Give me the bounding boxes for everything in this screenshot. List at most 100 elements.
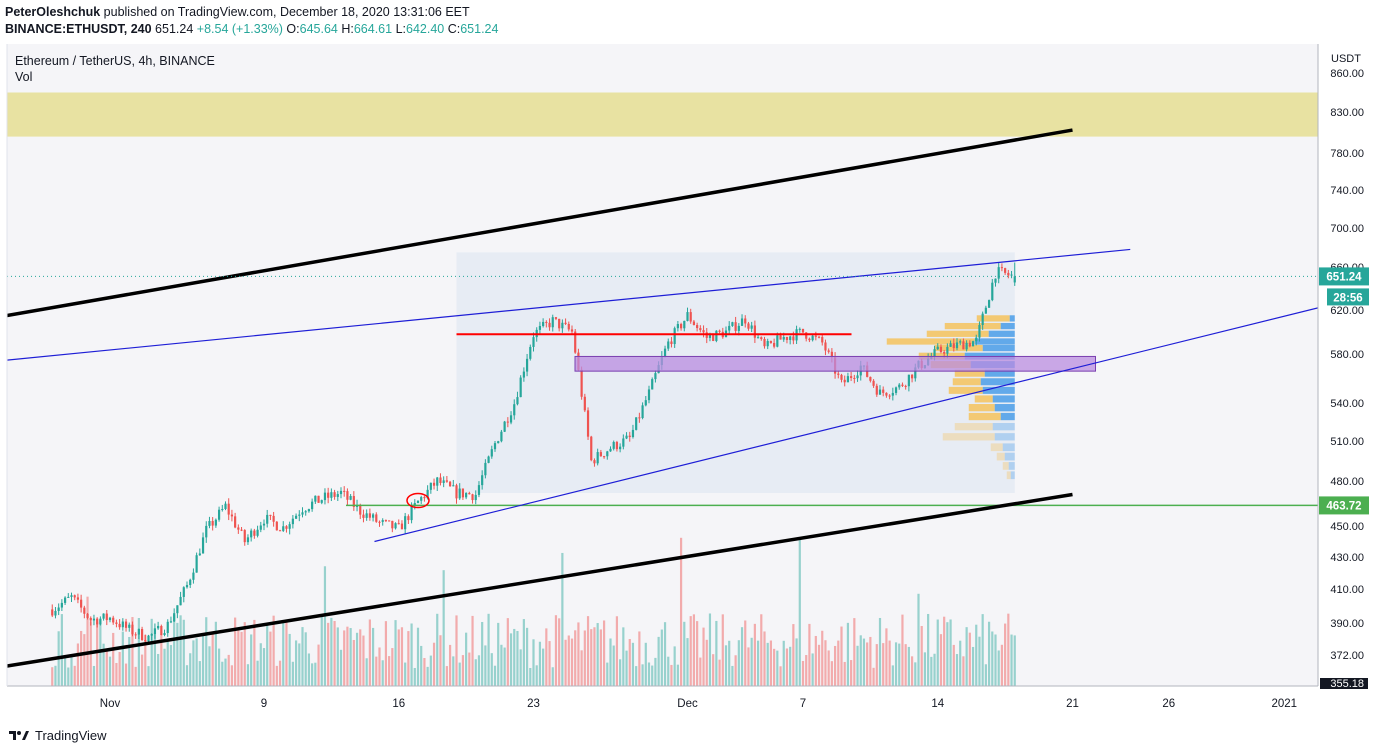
volume-profile-row [988,330,1015,337]
volume-bar [561,552,564,686]
candle-body [481,475,484,486]
candle [984,305,987,314]
candle-body [580,369,583,397]
volume-bar [731,665,734,686]
time-tick-label: 9 [261,698,267,710]
candle [663,345,667,358]
candle-body [878,389,882,395]
candle [115,619,118,628]
volume-bar [311,663,314,686]
candle [179,591,182,606]
candle [824,339,827,356]
candle [1007,269,1010,279]
volume-bar [609,638,612,686]
volume-bar [150,618,153,686]
candle-body [769,341,773,343]
candle [455,483,458,504]
candle [551,314,554,332]
volume-bar [525,627,529,686]
candle [673,326,676,348]
volume-bar [885,628,888,686]
volume-profile-row [982,386,1015,394]
author-name[interactable]: PeterOleshchuk [5,5,101,19]
volume-bar [436,613,439,686]
candle [317,495,320,503]
candle [609,446,612,452]
volume-bar [269,631,272,686]
candle [696,322,699,332]
volume-bar [689,616,692,686]
candle-body [410,505,413,521]
candle [590,435,593,462]
candle-body [619,446,622,450]
volume-bar [160,634,163,686]
volume-bar [137,618,140,686]
candle-body [346,491,349,500]
volume-bar [917,593,920,686]
candle [70,592,73,602]
candle [365,509,368,521]
price-axis [1318,44,1380,686]
candle [468,491,471,495]
candle-body [432,482,436,486]
tradingview-brand[interactable]: TradingView [35,727,107,743]
candle [885,392,888,398]
price-tick-label: 540.00 [1330,398,1364,410]
volume-bar [388,656,391,686]
candle [814,331,817,341]
volume-bar [590,629,593,686]
candle [946,343,949,359]
candle-body [400,523,404,530]
volume-bar [407,631,410,686]
candle-body [461,488,465,498]
candle-body [888,395,891,397]
candle-body [304,511,307,513]
candle-body [67,596,70,598]
candle [121,618,124,631]
volume-bar [789,646,792,686]
volume-bar [182,619,185,686]
candle-body [96,618,99,625]
candle-body [211,520,214,526]
volume-bar [910,656,914,686]
volume-bar [60,614,63,686]
volume-bar [641,664,644,686]
volume-bar [371,627,375,686]
candle [442,476,445,488]
candle-body [327,492,330,498]
candle [882,386,885,397]
open-value: 645.64 [299,22,338,36]
ohlc-line: BINANCE:ETHUSDT, 240 651.24 +8.54 (+1.33… [5,22,498,36]
candle [144,634,147,643]
volume-bar [548,641,551,686]
volume-bar [1007,613,1010,686]
candle-body [413,503,416,506]
last-price-badge [1319,267,1369,286]
candle-body [782,337,785,340]
candle-body [548,322,551,328]
volume-bar [253,619,256,686]
candle [856,370,859,382]
candle-body [371,514,375,518]
volume-bar [679,537,683,686]
volume-bar [500,644,503,686]
candle [134,632,137,639]
candle-body [381,520,384,522]
candle [54,606,57,619]
candle [981,311,984,330]
candle-body [54,610,57,616]
volume-bar [715,620,718,686]
volume-bar [692,614,696,686]
candle [57,603,60,616]
candle [558,318,561,332]
candle-body [593,460,596,464]
candle [102,613,105,621]
candle-body [445,480,448,482]
candle [955,338,959,351]
candle-body [217,509,221,520]
candle [962,338,965,350]
candle [304,510,307,516]
volume-bar [54,665,57,686]
volume-bar [487,613,490,686]
